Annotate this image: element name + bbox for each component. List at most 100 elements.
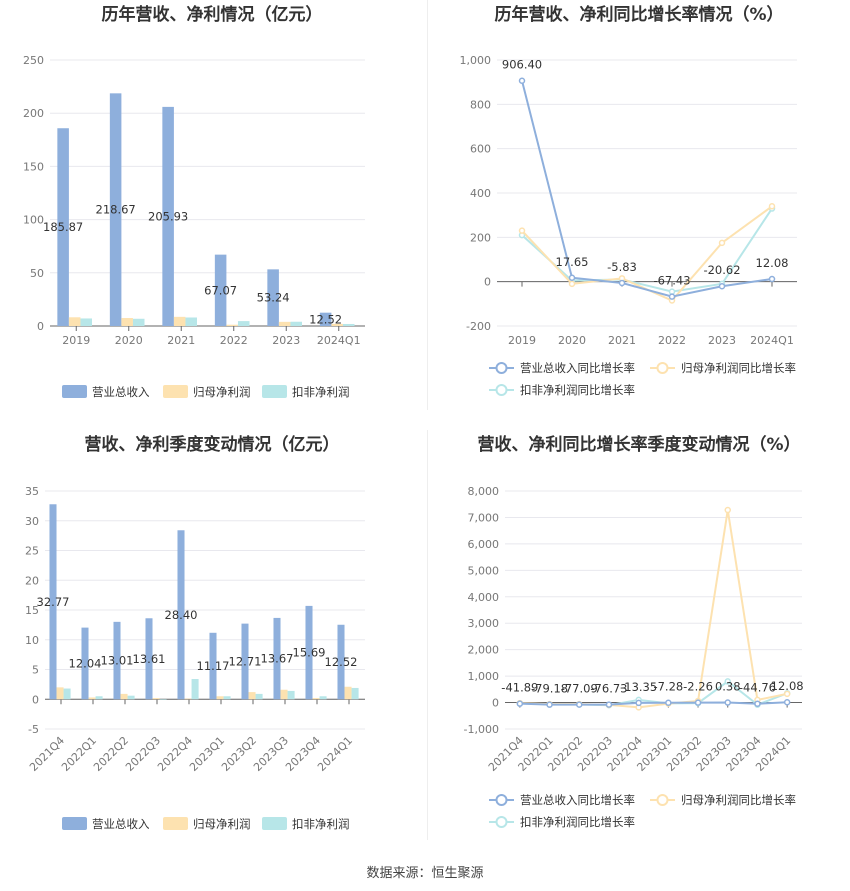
data-point	[783, 698, 791, 706]
bar-deducted-profit	[351, 687, 359, 700]
data-label: 17.65	[556, 255, 589, 269]
data-point	[605, 701, 613, 708]
legend-label: 营业总收入	[92, 817, 150, 831]
data-label: 185.87	[43, 220, 83, 234]
legend-label: 扣非净利润同比增长率	[520, 383, 635, 397]
x-tick-label: 2019	[508, 334, 536, 347]
data-label: 906.40	[502, 58, 542, 72]
bar-deducted-profit	[185, 317, 197, 326]
data-point	[668, 293, 676, 300]
y-tick-label: 8,000	[468, 485, 500, 498]
y-tick-label: 2,000	[468, 644, 500, 657]
y-tick-label: 250	[23, 54, 44, 67]
y-tick-label: 0	[37, 320, 44, 333]
data-point	[635, 699, 642, 707]
bar-deducted-profit	[191, 679, 199, 700]
legend-label: 营业总收入同比增长率	[520, 793, 635, 807]
data-label: 13.01	[101, 654, 134, 668]
y-tick-label: 1,000	[460, 54, 492, 67]
y-tick-label: 20	[25, 574, 39, 587]
bar-deducted-profit	[255, 693, 263, 700]
data-label: 53.24	[257, 291, 290, 305]
y-tick-label: 50	[30, 267, 44, 280]
bar-revenue	[177, 530, 185, 700]
chart-title: 历年营收、净利同比增长率情况（%）	[494, 4, 783, 25]
bar-net-profit	[312, 698, 320, 700]
data-label: 13.67	[261, 652, 294, 666]
y-tick-label: -1,000	[464, 723, 499, 736]
legend-swatch-marker	[495, 794, 508, 806]
data-point	[754, 700, 761, 707]
panel-divider	[427, 430, 428, 840]
legend-label: 归母净利润同比增长率	[681, 361, 796, 375]
y-tick-label: 600	[470, 143, 491, 156]
x-tick-label: 2024Q1	[317, 334, 361, 347]
data-label: 32.77	[37, 595, 70, 609]
bar-net-profit	[88, 697, 96, 700]
annual-revenue-profit-chart: 历年营收、净利情况（亿元） 0 50 100 150 200 250 2019 2020 2021…	[0, 0, 425, 430]
data-point	[724, 678, 731, 685]
bar-net-profit	[331, 323, 343, 326]
chart-title: 营收、净利季度变动情况（亿元）	[85, 434, 340, 455]
bar-revenue	[214, 254, 227, 326]
x-tick-label: 2021	[167, 334, 195, 347]
legend-swatch	[62, 385, 87, 398]
bar-deducted-profit	[127, 695, 135, 700]
y-tick-label: 100	[23, 214, 44, 227]
data-label: 205.93	[148, 209, 188, 223]
legend-label: 归母净利润	[193, 385, 251, 399]
y-tick-label: 7,000	[468, 511, 500, 524]
bar-deducted-profit	[159, 699, 167, 700]
bar-revenue	[241, 623, 249, 700]
data-label: -79.18	[531, 682, 568, 696]
series-line-0	[521, 80, 773, 298]
data-point	[724, 699, 731, 706]
y-tick-label: 5	[32, 664, 39, 677]
data-label: -44.76	[739, 681, 776, 695]
bar-net-profit	[152, 698, 160, 700]
data-label: -2.26	[683, 680, 713, 694]
x-tick-label: 2020	[558, 334, 586, 347]
data-point	[768, 275, 776, 283]
x-tick-label: 2024Q1	[750, 334, 794, 347]
y-tick-label: 15	[25, 604, 39, 617]
annual-revenue-profit-svg: 历年营收、净利情况（亿元） 0 50 100 150 200 250 2019 2020 2021…	[23, 4, 365, 399]
data-point	[718, 282, 726, 290]
y-tick-label: 200	[470, 231, 491, 244]
legend-swatch-marker	[656, 794, 669, 806]
data-point	[568, 280, 576, 288]
data-label: -13.35	[620, 680, 657, 694]
y-tick-label: 200	[23, 107, 44, 120]
y-tick-label: 400	[470, 187, 491, 200]
data-label: -7.28	[653, 680, 683, 694]
data-label: -5.83	[607, 260, 637, 274]
bar-revenue	[81, 627, 89, 700]
data-point	[783, 690, 791, 698]
bar-net-profit	[226, 324, 238, 326]
bar-revenue	[319, 312, 332, 326]
data-label: -41.89	[501, 681, 538, 695]
legend-swatch-marker	[495, 816, 508, 828]
legend-label: 营业总收入同比增长率	[520, 361, 635, 375]
bar-deducted-profit	[80, 318, 92, 326]
data-point	[665, 699, 672, 706]
bar-revenue	[49, 504, 57, 700]
x-tick-label: 2022	[220, 334, 248, 347]
y-tick-label: 0	[492, 697, 499, 710]
bar-net-profit	[120, 693, 128, 700]
y-tick-label: 0	[32, 693, 39, 706]
quarterly-revenue-profit-chart: 营收、净利季度变动情况（亿元） -5 0 5 10 15 20 25 30 35 2021Q4 202…	[0, 430, 425, 860]
bar-revenue	[109, 93, 122, 327]
annual-growth-rate-chart: 历年营收、净利同比增长率情况（%） -200 0 200 400 600 800 1,000 2…	[427, 0, 850, 430]
legend-swatch	[262, 385, 287, 398]
bar-net-profit	[344, 686, 352, 700]
bar-net-profit	[173, 316, 186, 326]
data-label: 11.17	[197, 659, 230, 673]
x-tick-label: 2021	[608, 334, 636, 347]
bar-net-profit	[121, 318, 133, 326]
bar-revenue	[305, 605, 313, 700]
data-label: -67.43	[653, 274, 690, 288]
y-tick-label: 150	[23, 160, 44, 173]
data-label: -77.09	[561, 682, 598, 696]
bar-deducted-profit	[287, 690, 295, 700]
